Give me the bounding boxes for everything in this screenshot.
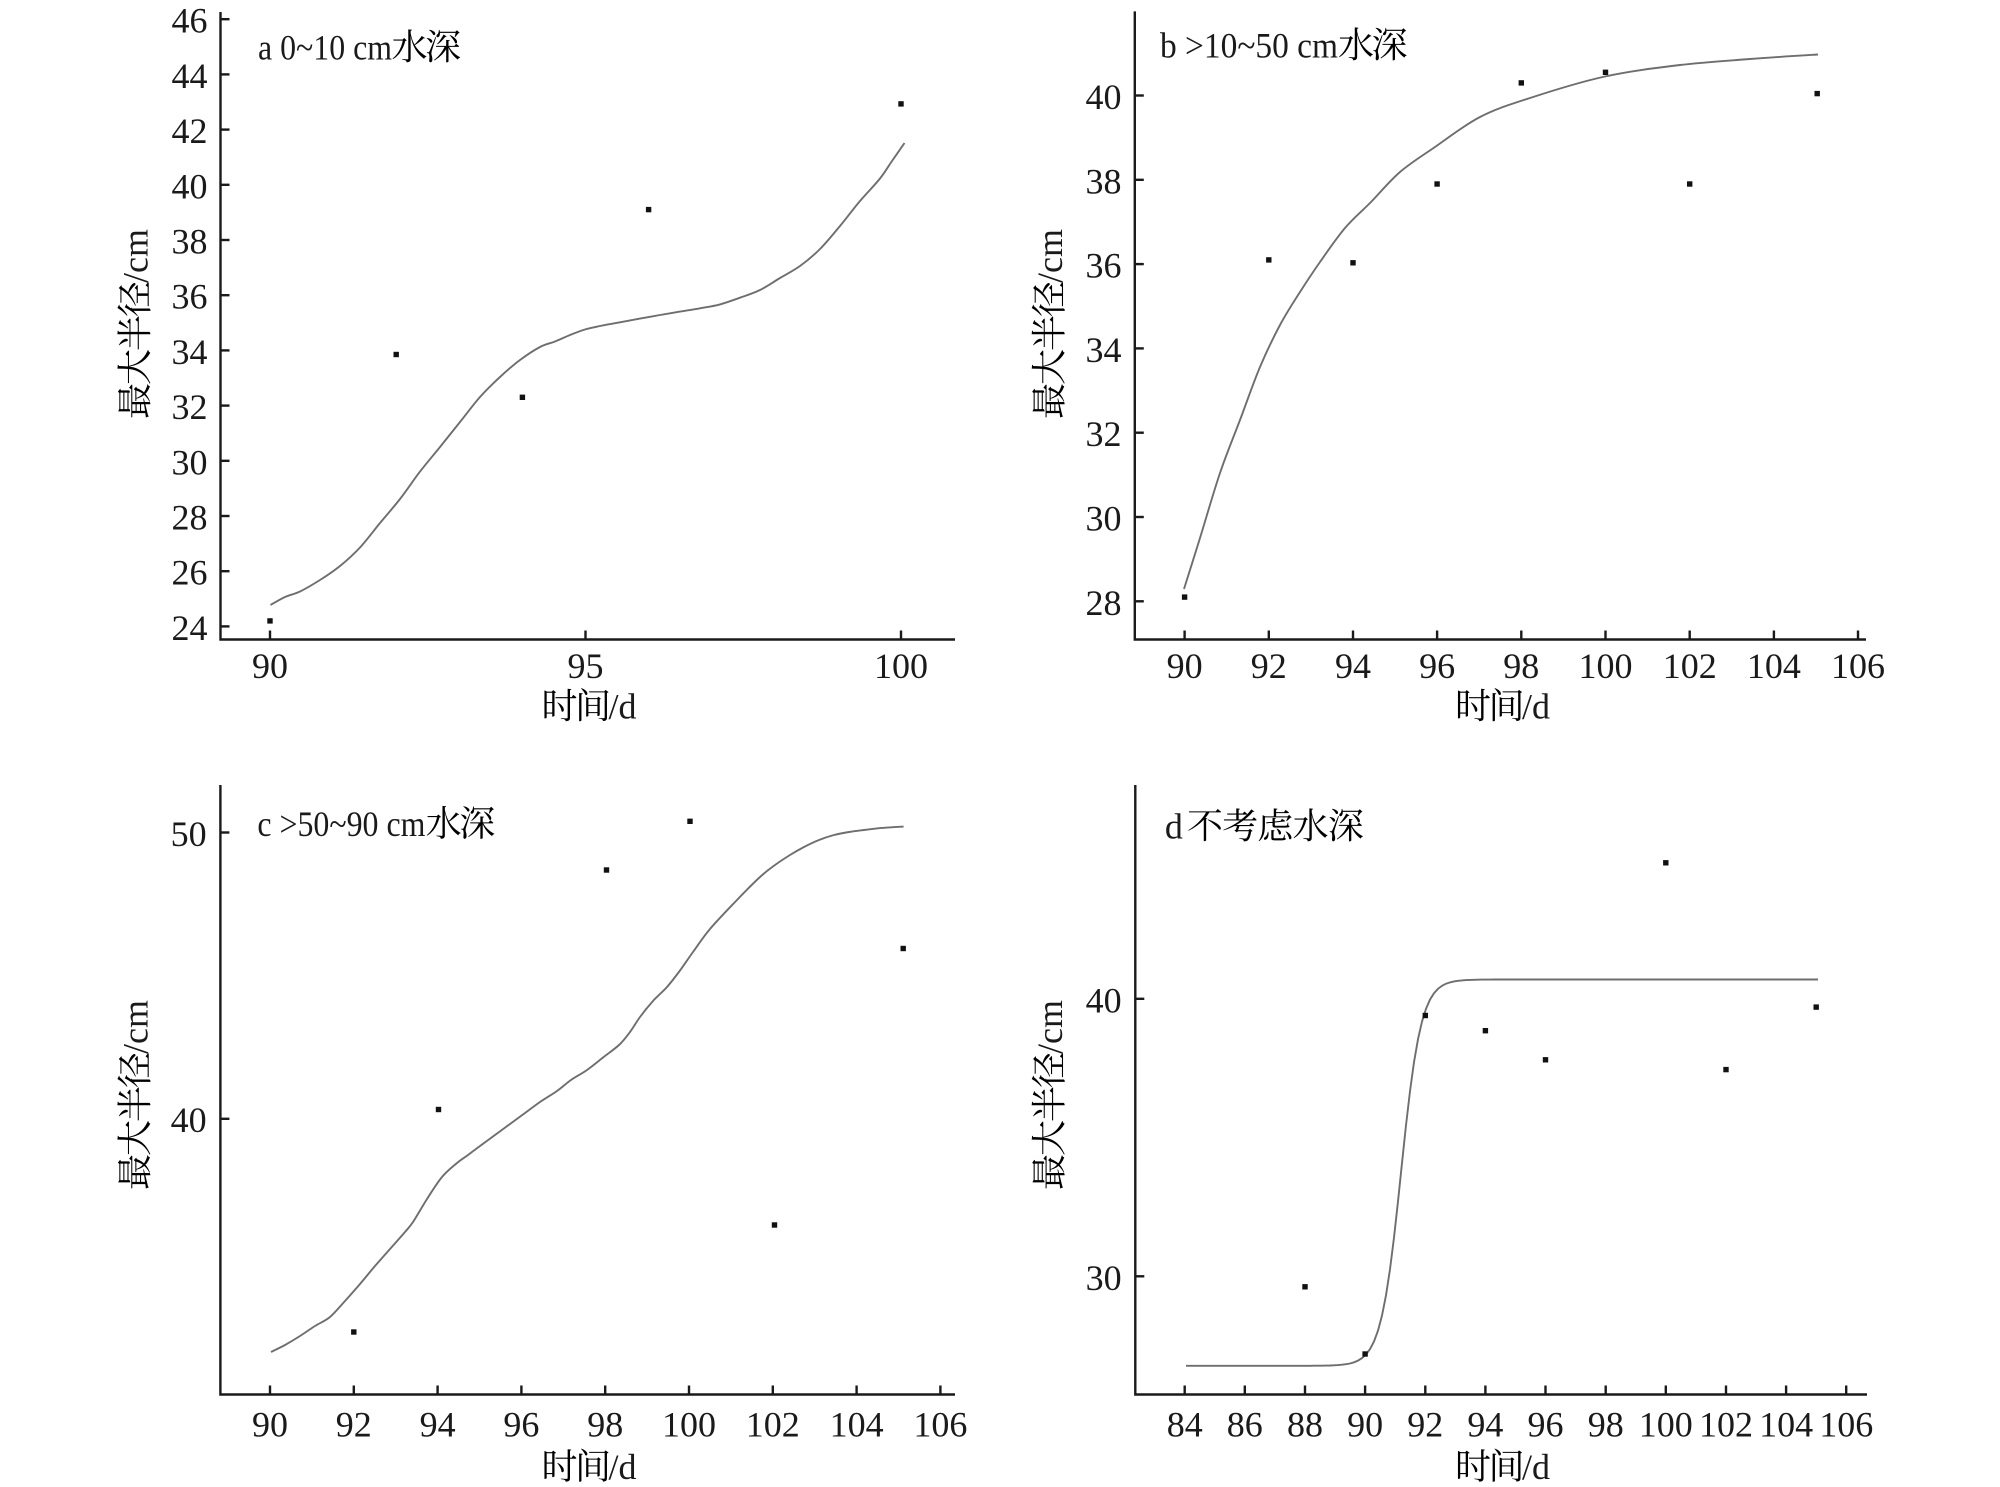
svg-text:34: 34 — [1086, 330, 1122, 370]
svg-text:40: 40 — [1086, 980, 1122, 1020]
svg-text:92: 92 — [336, 1405, 372, 1445]
svg-text:100: 100 — [662, 1405, 716, 1445]
svg-text:96: 96 — [1528, 1405, 1564, 1445]
svg-text:104: 104 — [830, 1405, 884, 1445]
svg-text:/d: /d — [1522, 1447, 1550, 1487]
svg-text:84: 84 — [1167, 1405, 1203, 1445]
svg-text:106: 106 — [1831, 646, 1885, 686]
svg-text:95: 95 — [568, 646, 604, 686]
svg-text:94: 94 — [1467, 1405, 1503, 1445]
svg-text:a 0~10 cm: a 0~10 cm — [258, 28, 392, 68]
svg-text:90: 90 — [252, 646, 288, 686]
svg-text:/cm: /cm — [1030, 1000, 1070, 1054]
svg-text:98: 98 — [1503, 646, 1539, 686]
svg-text:/d: /d — [609, 1447, 637, 1487]
svg-text:102: 102 — [1663, 646, 1717, 686]
svg-text:/d: /d — [609, 687, 637, 727]
svg-text:/cm: /cm — [116, 1000, 156, 1054]
svg-text:100: 100 — [1639, 1405, 1693, 1445]
svg-text:c >50~90 cm: c >50~90 cm — [257, 804, 425, 844]
svg-text:38: 38 — [172, 222, 208, 262]
svg-text:/d: /d — [1522, 687, 1550, 727]
svg-text:90: 90 — [252, 1405, 288, 1445]
svg-text:32: 32 — [1086, 414, 1122, 454]
svg-text:102: 102 — [746, 1405, 800, 1445]
svg-text:90: 90 — [1347, 1405, 1383, 1445]
svg-text:104: 104 — [1759, 1405, 1813, 1445]
svg-text:40: 40 — [171, 1100, 207, 1140]
svg-text:30: 30 — [1086, 1258, 1122, 1298]
svg-text:24: 24 — [172, 608, 208, 648]
svg-text:86: 86 — [1227, 1405, 1263, 1445]
svg-text:96: 96 — [1419, 646, 1455, 686]
svg-text:92: 92 — [1251, 646, 1287, 686]
svg-text:90: 90 — [1167, 646, 1203, 686]
svg-text:88: 88 — [1287, 1405, 1323, 1445]
svg-text:42: 42 — [172, 111, 208, 151]
svg-text:100: 100 — [1579, 646, 1633, 686]
svg-text:b >10~50 cm: b >10~50 cm — [1160, 26, 1338, 66]
svg-text:96: 96 — [503, 1405, 539, 1445]
svg-text:92: 92 — [1407, 1405, 1443, 1445]
svg-text:46: 46 — [172, 1, 208, 41]
svg-text:106: 106 — [1819, 1405, 1873, 1445]
svg-text:50: 50 — [171, 814, 207, 854]
svg-text:28: 28 — [172, 498, 208, 538]
svg-text:32: 32 — [172, 387, 208, 427]
svg-text:106: 106 — [913, 1405, 967, 1445]
svg-text:38: 38 — [1086, 161, 1122, 201]
svg-text:d: d — [1165, 807, 1183, 847]
svg-text:/cm: /cm — [1030, 229, 1070, 283]
svg-text:102: 102 — [1699, 1405, 1753, 1445]
svg-text:104: 104 — [1747, 646, 1801, 686]
svg-text:98: 98 — [1588, 1405, 1624, 1445]
svg-text:44: 44 — [172, 56, 208, 96]
svg-text:98: 98 — [587, 1405, 623, 1445]
svg-text:30: 30 — [1086, 499, 1122, 539]
svg-text:94: 94 — [1335, 646, 1371, 686]
svg-text:30: 30 — [172, 442, 208, 482]
svg-text:100: 100 — [874, 646, 928, 686]
svg-text:36: 36 — [1086, 246, 1122, 286]
svg-text:40: 40 — [172, 166, 208, 206]
svg-text:36: 36 — [172, 277, 208, 317]
svg-text:/cm: /cm — [116, 229, 156, 283]
svg-text:28: 28 — [1086, 583, 1122, 623]
svg-text:34: 34 — [172, 332, 208, 372]
svg-text:94: 94 — [420, 1405, 456, 1445]
svg-text:26: 26 — [172, 553, 208, 593]
svg-text:40: 40 — [1086, 77, 1122, 117]
